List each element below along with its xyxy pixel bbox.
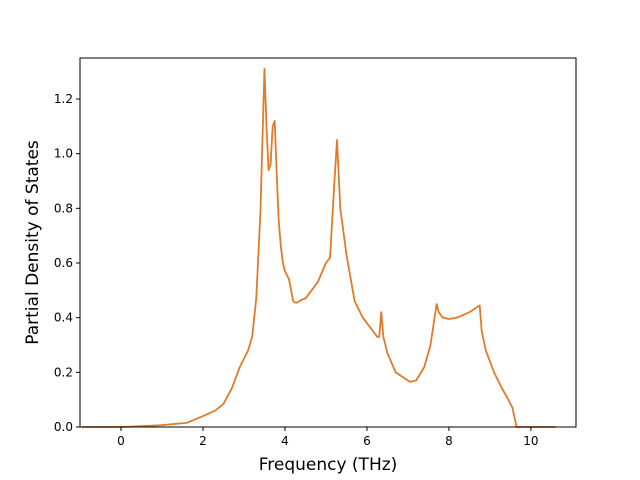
y-tick-label: 0.4: [54, 311, 73, 325]
x-tick-label: 10: [523, 434, 538, 448]
x-tick-label: 8: [445, 434, 453, 448]
x-tick-label: 0: [117, 434, 125, 448]
x-tick-label: 4: [281, 434, 289, 448]
x-tick-label: 2: [199, 434, 207, 448]
y-tick-label: 1.0: [54, 147, 73, 161]
plot-frame: [79, 57, 577, 428]
series-line-0: [82, 68, 556, 428]
y-tick-label: 0.6: [54, 256, 73, 270]
x-tick-label: 6: [363, 434, 371, 448]
y-tick-label: 1.2: [54, 92, 73, 106]
y-tick-label: 0.8: [54, 201, 73, 215]
y-tick-label: 0.2: [54, 365, 73, 379]
y-axis-label: Partial Density of States: [23, 140, 43, 345]
y-tick-label: 0.0: [54, 420, 73, 434]
x-axis-label: Frequency (THz): [259, 455, 398, 475]
ticks-layer: 0 2 4 6 8 10 0.0 0.2 0.4 0.6 0.8 1.0 1.2: [54, 92, 539, 448]
series-layer: [82, 68, 556, 428]
plot-background: [80, 58, 576, 427]
